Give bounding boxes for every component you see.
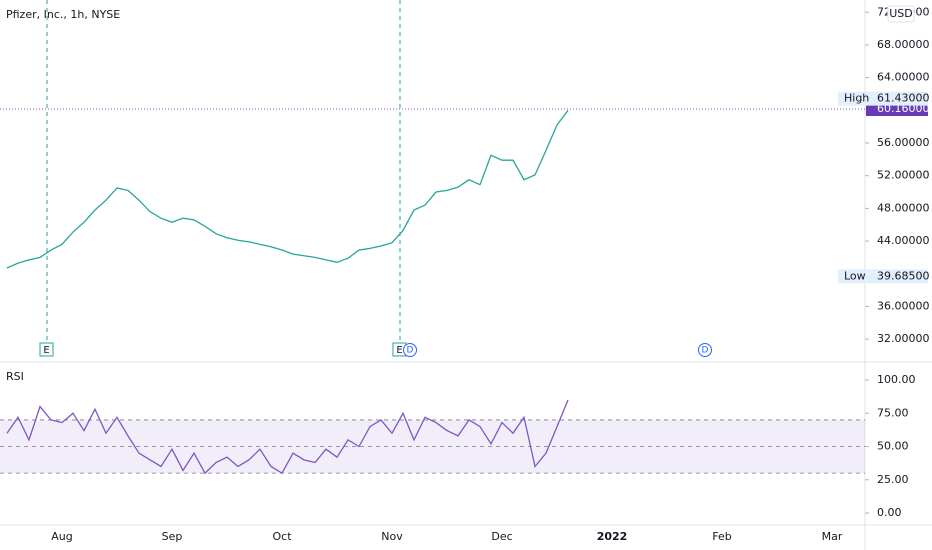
y-tick-label: 52.00000 bbox=[877, 169, 930, 182]
event-label: D bbox=[702, 346, 709, 356]
currency-box bbox=[887, 5, 915, 23]
y-tick-label: 100.00 bbox=[877, 373, 916, 386]
y-tick-label: 64.00000 bbox=[877, 71, 930, 84]
x-tick-label: Dec bbox=[491, 530, 512, 543]
y-tick-label: 25.00 bbox=[877, 473, 909, 486]
low-value: 39.68500 bbox=[877, 269, 930, 282]
x-tick-label: Sep bbox=[162, 530, 183, 543]
x-tick-label: Feb bbox=[712, 530, 731, 543]
x-tick-label: Oct bbox=[272, 530, 292, 543]
event-marker[interactable]: E bbox=[392, 342, 407, 357]
event-marker[interactable]: D bbox=[403, 343, 417, 357]
y-tick-label: 50.00 bbox=[877, 440, 909, 453]
event-circle bbox=[698, 343, 712, 357]
rsi-title: RSI bbox=[6, 370, 24, 383]
y-tick-label: 75.00 bbox=[877, 406, 909, 419]
y-tick-label: 0.00 bbox=[877, 506, 902, 519]
y-tick-label: 36.00000 bbox=[877, 299, 930, 312]
y-tick-label: 32.00000 bbox=[877, 332, 930, 345]
high-caption: High bbox=[844, 92, 869, 105]
x-tick-label: 2022 bbox=[597, 530, 628, 543]
high-box bbox=[838, 91, 928, 106]
x-tick-label: Aug bbox=[51, 530, 72, 543]
y-tick-label: 68.00000 bbox=[877, 38, 930, 51]
event-marker[interactable]: E bbox=[39, 342, 54, 357]
x-tick-label: Mar bbox=[822, 530, 843, 543]
y-tick-label: 48.00000 bbox=[877, 201, 930, 214]
chart-title: Pfizer, Inc., 1h, NYSE bbox=[6, 8, 120, 21]
high-value: 61.43000 bbox=[877, 92, 930, 105]
y-tick-label: 44.00000 bbox=[877, 234, 930, 247]
low-caption: Low bbox=[844, 269, 866, 282]
event-label: E bbox=[43, 345, 49, 356]
low-box bbox=[838, 269, 928, 284]
event-circle bbox=[403, 343, 417, 357]
event-marker[interactable]: D bbox=[698, 343, 712, 357]
y-tick-label: 56.00000 bbox=[877, 136, 930, 149]
rsi-line bbox=[6, 399, 569, 475]
event-label: E bbox=[396, 345, 402, 356]
x-tick-label: Nov bbox=[381, 530, 403, 543]
price-line bbox=[6, 109, 569, 269]
event-box bbox=[39, 342, 54, 357]
event-label: D bbox=[407, 346, 414, 356]
currency: USD bbox=[889, 7, 913, 20]
